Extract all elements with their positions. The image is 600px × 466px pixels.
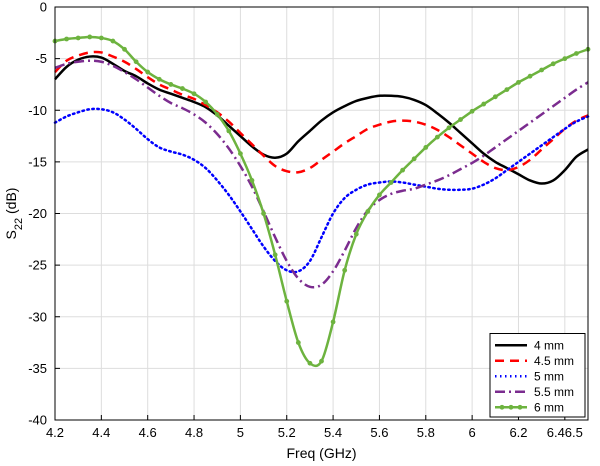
series-point — [492, 94, 498, 100]
x-tick-label: 4.4 — [92, 425, 110, 440]
y-tick-label: -35 — [28, 361, 47, 376]
y-axis-ticks: 0 -5 -10 -15 -20 -25 -30 -35 -40 — [28, 0, 60, 428]
series-4_5-mm — [54, 50, 589, 174]
series-point — [342, 267, 348, 273]
series-point — [75, 35, 81, 41]
series-point — [377, 192, 382, 198]
x-tick-label: 5.6 — [370, 425, 388, 440]
series-point — [446, 125, 452, 131]
series-4-mm — [54, 55, 589, 185]
x-tick-label: 6.2 — [509, 425, 527, 440]
series-line — [54, 55, 589, 185]
series-point — [469, 108, 475, 114]
series-line — [53, 107, 590, 274]
y-axis-label-unit: (dB) — [3, 188, 19, 218]
series-point — [98, 35, 104, 41]
series-point — [284, 298, 290, 304]
series-point — [562, 56, 568, 62]
series-point — [411, 156, 417, 162]
x-tick-label: 6 — [469, 425, 476, 440]
x-tick-label: 5.8 — [417, 425, 435, 440]
series-point — [214, 111, 220, 117]
legend-label: 4 mm — [534, 338, 564, 352]
y-tick-label: -5 — [35, 51, 47, 66]
series-line — [54, 50, 589, 174]
y-tick-label: -40 — [28, 413, 47, 428]
series-point — [527, 73, 533, 79]
series-5-mm — [53, 107, 590, 274]
series-6-mm — [52, 34, 591, 368]
y-axis-label: S22 (dB) — [3, 188, 25, 240]
y-axis-label-subscript: 22 — [13, 218, 25, 230]
series-point — [539, 67, 545, 73]
x-tick-label: 5 — [237, 425, 244, 440]
series-point — [191, 91, 197, 97]
series-point — [237, 151, 243, 157]
legend-label: 5 mm — [534, 369, 564, 383]
series-point — [550, 61, 556, 67]
series-point — [87, 34, 93, 40]
series-point — [110, 38, 116, 44]
y-tick-label: -10 — [28, 103, 47, 118]
series-point — [423, 145, 429, 150]
series-point — [295, 340, 301, 345]
series-point — [400, 167, 406, 173]
y-tick-label: -30 — [28, 309, 47, 324]
series-point — [168, 82, 174, 87]
x-tick-label: 4.2 — [46, 425, 64, 440]
series-point — [64, 36, 69, 42]
x-tick-label: 5.2 — [278, 425, 296, 440]
x-tick-label: 4.8 — [185, 425, 203, 440]
series-point — [145, 69, 151, 75]
series-point — [122, 46, 127, 52]
series-point — [203, 99, 209, 105]
legend-label: 5.5 mm — [534, 385, 574, 399]
y-tick-label: -15 — [28, 154, 47, 169]
y-axis-label-main: S — [3, 230, 19, 239]
series-point — [574, 51, 579, 56]
series-point — [388, 180, 394, 185]
legend-marker — [499, 404, 505, 410]
legend-marker — [517, 404, 523, 410]
series-point — [226, 128, 232, 134]
y-tick-label: -25 — [28, 258, 47, 273]
series-point — [481, 101, 487, 107]
series-point — [458, 117, 463, 122]
series-layer — [52, 34, 591, 368]
legend-marker — [508, 404, 514, 410]
legend: 4 mm 4.5 mm5 mm 5.5 mm6 mm — [489, 333, 586, 418]
series-point — [516, 79, 521, 85]
series-point — [261, 211, 266, 216]
y-tick-label: 0 — [40, 0, 47, 15]
series-point — [330, 319, 336, 325]
y-tick-label: -20 — [28, 206, 47, 221]
x-axis-label: Freq (GHz) — [287, 445, 357, 461]
series-point — [156, 76, 162, 82]
x-axis-ticks: 4.2 4.4 4.6 4.8 5 5.2 5.4 5.6 5.8 6 6.2 6.46.5 — [46, 415, 589, 440]
series-point — [307, 360, 313, 366]
series-point — [272, 252, 278, 258]
legend-label: 6 mm — [534, 400, 564, 414]
x-tick-label: 6.46.5 — [547, 425, 583, 440]
legend-label: 4.5 mm — [534, 354, 574, 368]
series-point — [133, 59, 139, 65]
series-point — [365, 209, 371, 214]
series-point — [504, 87, 510, 92]
x-tick-label: 5.4 — [324, 425, 342, 440]
series-point — [319, 358, 324, 364]
series-point — [353, 231, 359, 237]
series-point — [180, 86, 185, 91]
series-point — [249, 178, 255, 183]
x-tick-label: 4.6 — [139, 425, 157, 440]
series-point — [434, 134, 440, 140]
